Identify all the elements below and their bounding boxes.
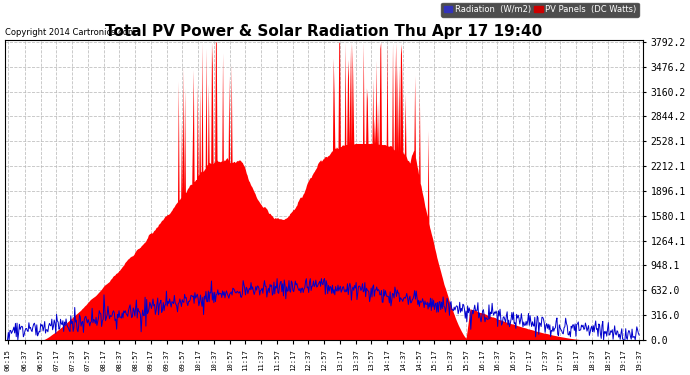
Text: Copyright 2014 Cartronics.com: Copyright 2014 Cartronics.com <box>6 28 136 38</box>
Legend: Radiation  (W/m2), PV Panels  (DC Watts): Radiation (W/m2), PV Panels (DC Watts) <box>442 3 639 16</box>
Title: Total PV Power & Solar Radiation Thu Apr 17 19:40: Total PV Power & Solar Radiation Thu Apr… <box>106 24 543 39</box>
